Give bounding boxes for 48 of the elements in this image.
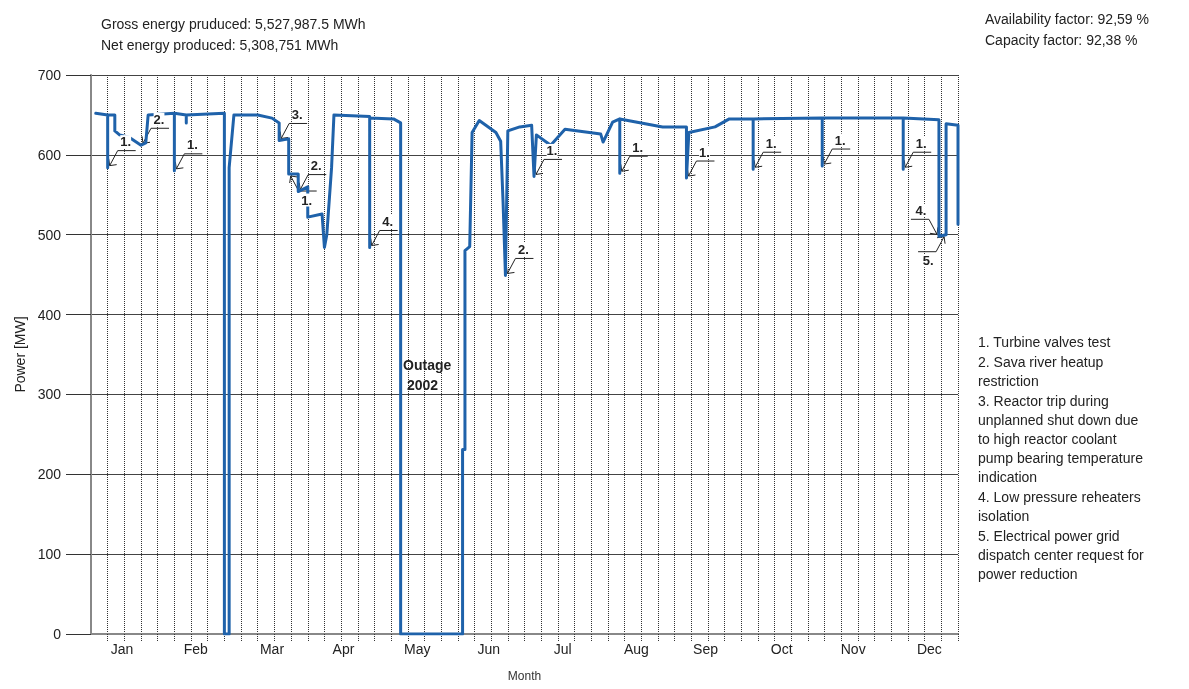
y-tick-label: 300 — [37, 386, 62, 403]
y-tick-label: 700 — [37, 67, 62, 83]
y-tick-label: 200 — [37, 466, 62, 483]
text: 3. Reactor trip during unplanned shut down due to high reactor coolant pump bearing temperature indication — [978, 392, 1144, 485]
text: 5. Electrical power grid dispatch center request for power reduction — [978, 527, 1145, 582]
x-tick-label: Mar — [259, 641, 285, 657]
x-tick-label: Oct — [770, 641, 793, 657]
x-tick-label: Apr — [332, 641, 355, 657]
annotation: 1. — [186, 137, 198, 153]
text: Capacity factor: 92,38 % — [985, 32, 1138, 48]
y-tick-label: 400 — [37, 306, 62, 323]
x-tick-label: Jul — [553, 641, 572, 657]
x-tick-label: Jan — [110, 641, 134, 657]
y-tick-label: 100 — [37, 546, 62, 563]
annotation: 1. — [765, 135, 777, 151]
annotation: 1. — [834, 132, 846, 148]
annotation: 2. — [153, 111, 165, 127]
y-axis-title: Power [MW] — [11, 316, 28, 393]
annotation: 1. — [632, 139, 644, 155]
annotation: 2. — [310, 158, 322, 174]
x-tick-label: Feb — [183, 641, 209, 657]
annotation: Outage 2002 — [403, 356, 452, 393]
chart-subtitle: Net energy produced: 5,308,751 MWh — [101, 37, 339, 53]
text: 1. Turbine valves test — [978, 333, 1111, 350]
y-tick-label: 0 — [53, 626, 62, 642]
annotation: 2. — [518, 241, 529, 257]
x-tick-label: Nov — [840, 641, 866, 657]
annotation: 1. — [546, 142, 558, 158]
x-axis-title: Month — [507, 669, 542, 683]
text: 2. Sava river heatup restriction — [978, 353, 1104, 389]
annotation: 1. — [915, 135, 927, 151]
text: Availability factor: 92,59 % — [985, 11, 1149, 27]
annotation: 1. — [301, 192, 313, 208]
annotation: 1. — [699, 144, 710, 160]
x-tick-label: Sep — [693, 641, 719, 657]
y-tick-label: 600 — [37, 146, 62, 163]
x-tick-label: May — [404, 641, 431, 657]
x-tick-label: Dec — [916, 641, 942, 657]
annotation: 4. — [915, 202, 927, 218]
y-tick-label: 500 — [37, 226, 62, 243]
x-tick-label: Jun — [477, 641, 501, 657]
chart-title: Gross energy pruduced: 5,527,987.5 MWh — [101, 16, 366, 32]
annotation: 1. — [120, 134, 132, 150]
annotation: 5. — [922, 253, 934, 269]
text: 4. Low pressure reheaters isolation — [978, 488, 1141, 524]
annotation: 4. — [382, 213, 394, 229]
x-tick-label: Aug — [623, 641, 649, 657]
annotation: 3. — [291, 106, 303, 122]
